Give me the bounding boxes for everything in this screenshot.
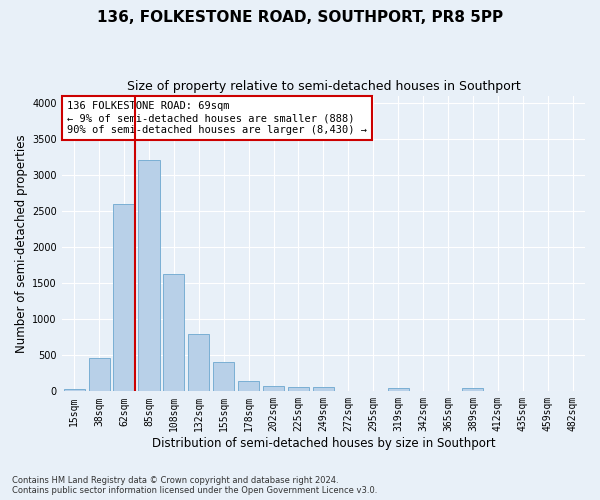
Text: 136, FOLKESTONE ROAD, SOUTHPORT, PR8 5PP: 136, FOLKESTONE ROAD, SOUTHPORT, PR8 5PP [97,10,503,25]
Bar [238,380,259,392]
Bar [313,386,334,392]
Bar [64,389,85,392]
Bar [263,386,284,392]
X-axis label: Distribution of semi-detached houses by size in Southport: Distribution of semi-detached houses by … [152,437,495,450]
Bar [288,386,309,392]
Text: Contains HM Land Registry data © Crown copyright and database right 2024.
Contai: Contains HM Land Registry data © Crown c… [12,476,377,495]
Bar [188,334,209,392]
Y-axis label: Number of semi-detached properties: Number of semi-detached properties [15,134,28,353]
Bar [213,362,235,392]
Bar [462,388,484,392]
Bar [113,204,134,392]
Bar [139,160,160,392]
Title: Size of property relative to semi-detached houses in Southport: Size of property relative to semi-detach… [127,80,520,93]
Text: 136 FOLKESTONE ROAD: 69sqm
← 9% of semi-detached houses are smaller (888)
90% of: 136 FOLKESTONE ROAD: 69sqm ← 9% of semi-… [67,102,367,134]
Bar [163,274,184,392]
Bar [388,388,409,392]
Bar [89,358,110,392]
